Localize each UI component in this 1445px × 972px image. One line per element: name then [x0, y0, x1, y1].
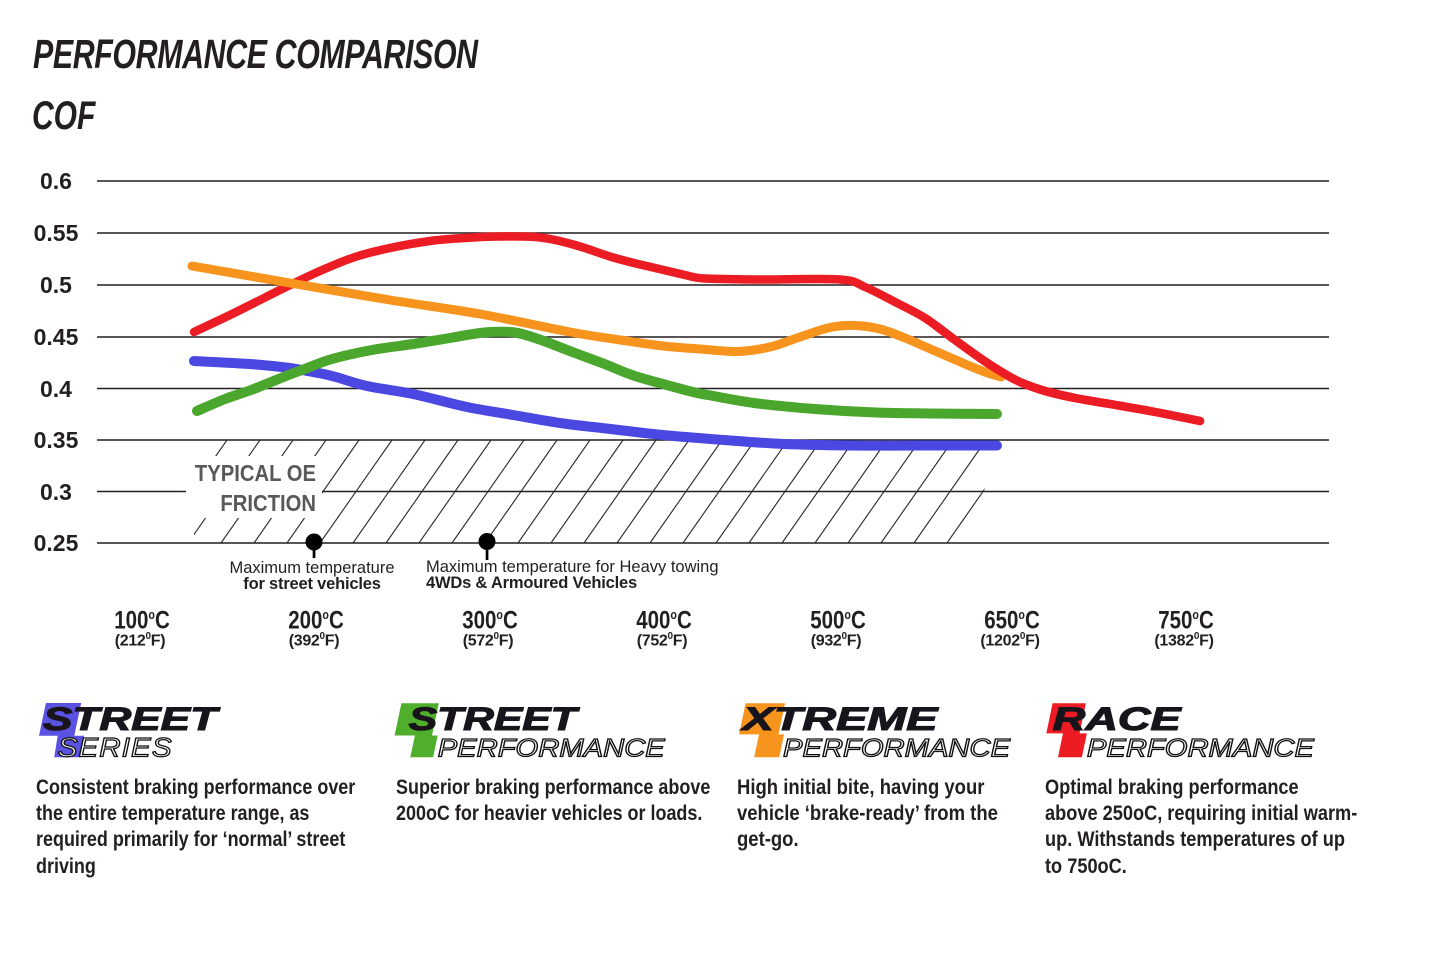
svg-text:SERIES: SERIES: [58, 733, 173, 762]
svg-text:STREET: STREET: [409, 701, 580, 737]
svg-text:STREET: STREET: [43, 702, 221, 738]
svg-text:PERFORMANCE: PERFORMANCE: [438, 734, 666, 763]
svg-text:XTREME: XTREME: [740, 702, 939, 737]
svg-text:PERFORMANCE: PERFORMANCE: [783, 734, 1011, 763]
svg-text:PERFORMANCE: PERFORMANCE: [1087, 734, 1315, 763]
svg-text:RACE: RACE: [1053, 702, 1183, 737]
